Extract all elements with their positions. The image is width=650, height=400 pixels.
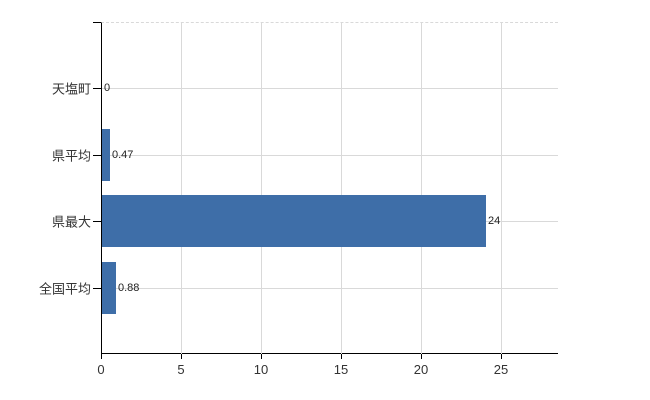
- y-gridline: [102, 287, 558, 289]
- x-axis-tick: [341, 354, 342, 359]
- x-gridline: [421, 22, 422, 354]
- x-gridline: [181, 22, 182, 354]
- x-axis-tick: [501, 354, 502, 359]
- x-tick-label: 0: [97, 362, 105, 377]
- y-axis-tick: [93, 154, 101, 156]
- y-axis-end-tick: [93, 22, 101, 23]
- bar-3: [102, 195, 486, 248]
- category-label: 県平均: [51, 148, 91, 164]
- x-gridline: [341, 22, 342, 354]
- y-axis-tick: [93, 221, 101, 223]
- plot-area: [101, 22, 558, 354]
- x-axis-tick: [181, 354, 182, 359]
- category-label: 全国平均: [38, 281, 91, 297]
- x-tick-label: 10: [253, 362, 269, 377]
- y-gridline: [102, 88, 558, 90]
- category-label: 天塩町: [51, 81, 91, 97]
- value-label: 0: [104, 82, 111, 95]
- bar-2: [102, 128, 110, 181]
- x-tick-label: 15: [333, 362, 349, 377]
- y-axis-tick: [93, 287, 101, 289]
- x-tick-label: 5: [177, 362, 185, 377]
- value-label: 0.88: [118, 281, 140, 294]
- value-label: 0.47: [112, 148, 134, 161]
- y-gridline: [102, 154, 558, 156]
- value-label: 24: [488, 215, 501, 228]
- category-label: 県最大: [51, 214, 91, 230]
- x-gridline: [261, 22, 262, 354]
- x-axis-tick: [421, 354, 422, 359]
- x-axis-tick: [261, 354, 262, 359]
- y-axis-tick: [93, 88, 101, 90]
- x-gridline: [501, 22, 502, 354]
- x-axis-tick: [101, 354, 102, 359]
- x-tick-label: 25: [493, 362, 509, 377]
- x-tick-label: 20: [413, 362, 429, 377]
- bar-4: [102, 261, 116, 314]
